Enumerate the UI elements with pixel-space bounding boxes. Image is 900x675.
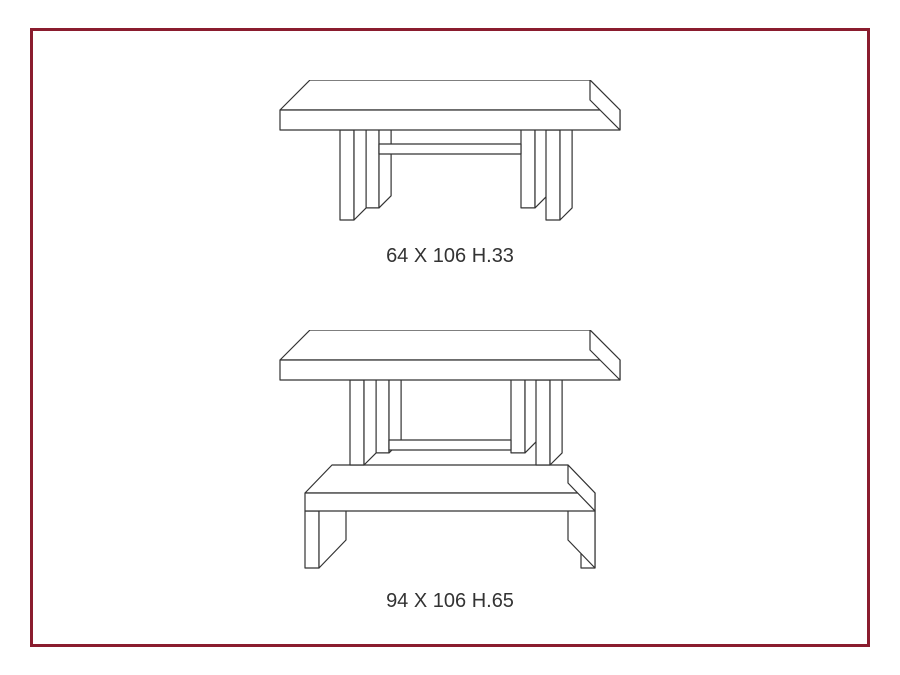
table-drawing-small [270, 80, 630, 225]
table-drawing-large [270, 330, 630, 575]
table1-dimensions-label: 64 X 106 H.33 [350, 245, 550, 268]
table2-dimensions-label: 94 X 106 H.65 [350, 590, 550, 613]
